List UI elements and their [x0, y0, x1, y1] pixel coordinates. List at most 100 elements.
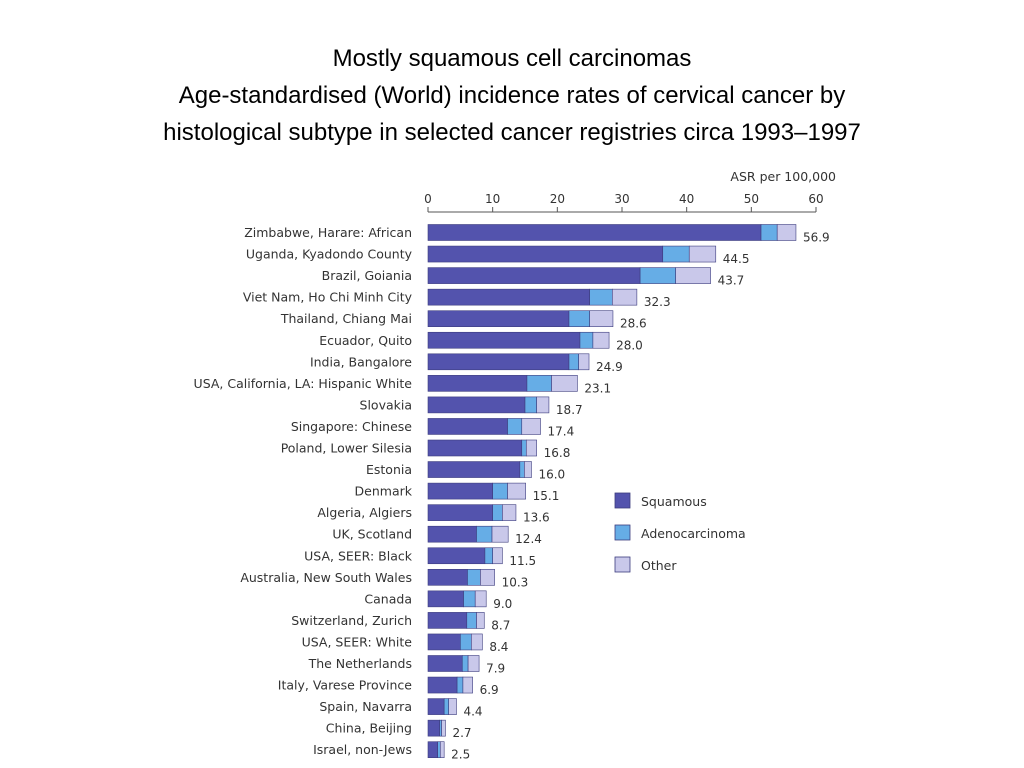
- bar-segment-squamous: [427, 676, 458, 694]
- bar-segment-adenocarcinoma: [461, 655, 469, 672]
- bar-segment-adenocarcinoma: [443, 698, 449, 715]
- total-value-label: 28.0: [616, 338, 643, 352]
- total-value-label: 2.7: [452, 726, 471, 740]
- bar-segment-squamous: [427, 655, 463, 672]
- legend-label-squamous: Squamous: [641, 494, 707, 509]
- category-label: USA, SEER: Black: [304, 548, 413, 563]
- title-line-3: histological subtype in selected cancer …: [163, 119, 861, 146]
- bar-segment-other: [589, 310, 614, 328]
- category-label: The Netherlands: [308, 656, 412, 671]
- total-value-label: 10.3: [502, 575, 529, 589]
- category-label: Spain, Navarra: [319, 699, 412, 714]
- legend-swatch-squamous: [614, 492, 631, 509]
- total-value-label: 16.8: [544, 446, 571, 460]
- bar-segment-other: [521, 418, 541, 435]
- bar-segment-adenocarcinoma: [460, 633, 472, 651]
- total-value-label: 8.7: [491, 618, 510, 632]
- category-label: Israel, non-Jews: [313, 742, 412, 757]
- category-label: Zimbabwe, Harare: African: [244, 225, 412, 240]
- bar-segment-squamous: [427, 633, 461, 651]
- bar-segment-adenocarcinoma: [463, 590, 476, 608]
- bar-segment-other: [507, 482, 526, 500]
- category-label: Uganda, Kyadondo County: [246, 247, 413, 262]
- category-label: Algeria, Algiers: [317, 505, 412, 520]
- category-label: Ecuador, Quito: [319, 333, 412, 348]
- bar-segment-other: [578, 353, 590, 371]
- total-value-label: 16.0: [538, 468, 565, 482]
- bar-segment-squamous: [427, 288, 590, 306]
- total-value-label: 8.4: [489, 640, 508, 654]
- bar-segment-adenocarcinoma: [524, 396, 537, 414]
- category-label: Thailand, Chiang Mai: [280, 311, 412, 326]
- category-label: Singapore: Chinese: [291, 419, 412, 434]
- bar-segment-other: [675, 267, 711, 284]
- category-label: Poland, Lower Silesia: [281, 441, 412, 456]
- category-label: China, Beijing: [326, 721, 412, 736]
- bar-segment-squamous: [427, 267, 641, 284]
- bar-segment-adenocarcinoma: [519, 461, 525, 478]
- bar-segment-other: [776, 224, 797, 241]
- category-label: Slovakia: [360, 397, 412, 412]
- bar-segment-other: [592, 331, 610, 349]
- bar-segment-adenocarcinoma: [456, 676, 464, 694]
- category-label: Australia, New South Wales: [240, 570, 412, 585]
- bar-segment-squamous: [427, 612, 468, 629]
- bar-segment-squamous: [427, 719, 440, 737]
- total-value-label: 44.5: [723, 252, 750, 266]
- total-value-label: 2.5: [451, 748, 470, 762]
- bar-segment-other: [611, 288, 638, 306]
- bar-segment-other: [524, 461, 532, 478]
- bar-segment-other: [688, 245, 717, 263]
- bar-segment-other: [476, 612, 485, 629]
- category-label: Canada: [364, 591, 412, 606]
- bar-segment-squamous: [427, 590, 464, 608]
- total-value-label: 23.1: [584, 381, 611, 395]
- title-line-2: Age-standardised (World) incidence rates…: [178, 82, 846, 109]
- x-tick-label: 30: [614, 192, 629, 206]
- bar-segment-other: [467, 655, 480, 672]
- total-value-label: 32.3: [644, 295, 671, 309]
- bar-segment-adenocarcinoma: [760, 224, 778, 241]
- bar-segment-adenocarcinoma: [568, 310, 590, 328]
- bar-segment-other: [462, 676, 473, 694]
- total-value-label: 17.4: [548, 424, 575, 438]
- legend-swatch-adenocarcinoma: [614, 524, 631, 541]
- total-value-label: 6.9: [480, 683, 499, 697]
- category-label: Viet Nam, Ho Chi Minh City: [243, 290, 413, 305]
- bars: Zimbabwe, Harare: African 56.9 Uganda, Kya…: [194, 224, 830, 762]
- legend-label-adenocarcinoma: Adenocarcinoma: [641, 526, 746, 541]
- bar-segment-squamous: [427, 418, 508, 435]
- category-label: Italy, Varese Province: [278, 678, 413, 693]
- bar-segment-squamous: [427, 310, 570, 328]
- bar-segment-adenocarcinoma: [639, 267, 676, 284]
- bar-segment-squamous: [427, 224, 762, 241]
- legend: Squamous Adenocarcinoma Other: [614, 492, 746, 573]
- bar-segment-squamous: [427, 375, 528, 392]
- chart-title: Mostly squamous cell carcinomas Age-stan…: [0, 40, 1024, 151]
- bar-segment-squamous: [427, 698, 445, 715]
- x-axis: 0 10 20 30 40 50 60: [424, 192, 824, 213]
- bar-segment-other: [492, 547, 503, 565]
- x-tick-label: 10: [485, 192, 500, 206]
- category-label: USA, SEER: White: [302, 634, 413, 649]
- bar-segment-squamous: [427, 396, 526, 414]
- bar-segment-adenocarcinoma: [589, 288, 613, 306]
- bar-segment-adenocarcinoma: [526, 375, 552, 392]
- total-value-label: 18.7: [556, 403, 583, 417]
- total-value-label: 11.5: [509, 554, 536, 568]
- category-label: USA, California, LA: Hispanic White: [194, 376, 413, 391]
- x-tick-label: 40: [679, 192, 694, 206]
- total-value-label: 4.4: [463, 705, 482, 719]
- total-value-label: 7.9: [486, 662, 505, 676]
- total-value-label: 43.7: [718, 274, 745, 288]
- total-value-label: 13.6: [523, 511, 550, 525]
- bar-segment-adenocarcinoma: [507, 418, 523, 435]
- x-tick-label: 0: [424, 192, 432, 206]
- bar-segment-other: [441, 719, 446, 737]
- bar-segment-squamous: [427, 482, 493, 500]
- category-label: Switzerland, Zurich: [291, 613, 412, 628]
- bar-segment-other: [551, 375, 578, 392]
- bar-segment-squamous: [427, 504, 493, 521]
- bar-segment-adenocarcinoma: [467, 568, 481, 586]
- bar-segment-squamous: [427, 353, 570, 371]
